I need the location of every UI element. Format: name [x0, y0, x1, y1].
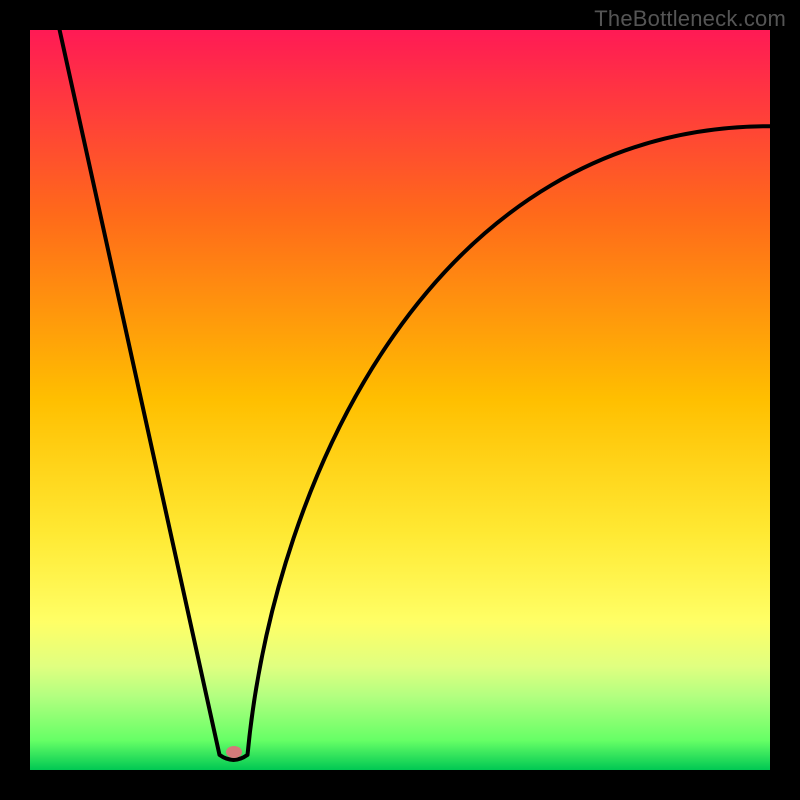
curve-path	[60, 30, 770, 760]
plot-area	[30, 30, 770, 770]
bottleneck-curve	[30, 30, 770, 770]
watermark-text: TheBottleneck.com	[594, 6, 786, 32]
min-point-marker	[226, 746, 242, 758]
